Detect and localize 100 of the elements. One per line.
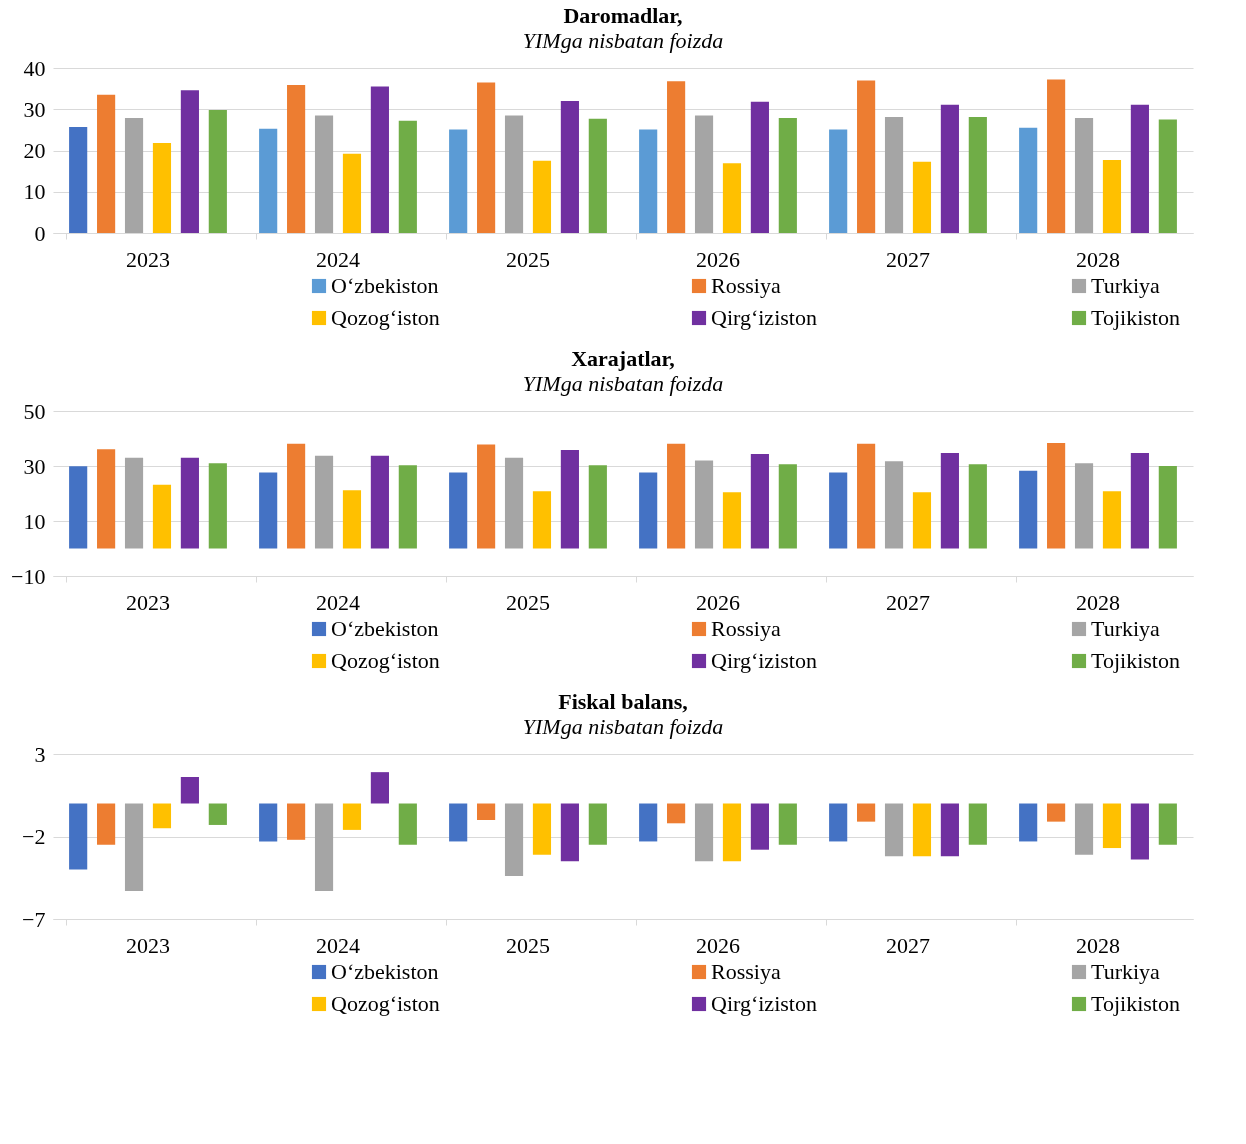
bar: [370, 86, 389, 233]
bar: [639, 129, 658, 233]
x-tick-label: 2028: [1076, 589, 1120, 615]
bar: [180, 777, 199, 804]
bar: [694, 803, 714, 862]
x-tick-label: 2023: [126, 589, 170, 615]
bar: [857, 803, 876, 822]
bar: [124, 457, 144, 549]
bar: [1158, 803, 1177, 845]
bar: [1158, 466, 1177, 549]
chart-subtitle: YIMga nisbatan foizda: [522, 28, 724, 53]
bar: [208, 110, 227, 233]
bar: [97, 94, 116, 233]
bar: [152, 143, 172, 233]
bar: [1130, 453, 1149, 549]
bar: [667, 803, 686, 824]
bar: [208, 803, 227, 825]
x-tick-label: 2025: [506, 589, 550, 615]
legend-label: O‘zbekiston: [331, 959, 439, 984]
bar: [504, 803, 524, 877]
y-tick-label: −2: [22, 824, 46, 849]
bar: [588, 118, 607, 233]
x-tick-label: 2025: [506, 932, 550, 958]
y-tick-label: 0: [34, 220, 46, 246]
bar: [857, 80, 876, 233]
legend-label: Tojikiston: [1091, 991, 1180, 1016]
x-tick-label: 2028: [1076, 932, 1120, 958]
bar: [532, 491, 552, 549]
legend-label: Qirg‘iziston: [711, 991, 817, 1016]
bar: [778, 464, 797, 549]
legend-label: Turkiya: [1091, 959, 1161, 984]
y-tick-label: 3: [34, 741, 46, 767]
bar: [1102, 159, 1122, 233]
bar: [857, 443, 876, 549]
bar: [97, 449, 116, 549]
bar: [968, 803, 987, 845]
bar: [588, 465, 607, 549]
legend-label: Rossiya: [711, 616, 781, 641]
bar: [940, 453, 959, 549]
x-tick-label: 2027: [886, 932, 930, 958]
bar: [722, 803, 742, 862]
bar: [1019, 470, 1038, 549]
bar: [940, 803, 959, 857]
bar: [722, 163, 742, 233]
x-tick-label: 2028: [1076, 246, 1120, 272]
bar: [259, 803, 278, 842]
x-tick-label: 2025: [506, 246, 550, 272]
bar: [750, 101, 769, 233]
legend-label: Qozog‘iston: [331, 991, 440, 1016]
legend-label: Qirg‘iziston: [711, 305, 817, 330]
bar: [884, 461, 904, 549]
bar: [124, 803, 144, 891]
bar: [504, 115, 524, 233]
y-tick-label: 10: [23, 179, 46, 205]
legend-label: O‘zbekiston: [331, 616, 439, 641]
bar: [1047, 442, 1066, 549]
bar: [180, 90, 199, 233]
bar: [588, 803, 607, 845]
y-tick-label: 20: [23, 138, 46, 163]
y-tick-label: −10: [11, 563, 46, 589]
bar: [694, 460, 714, 549]
bar: [912, 803, 932, 857]
legend-label: Turkiya: [1091, 616, 1161, 641]
bar: [314, 455, 334, 549]
chart-subtitle: YIMga nisbatan foizda: [522, 714, 724, 739]
legend-label: Rossiya: [711, 273, 781, 298]
bar: [1019, 127, 1038, 233]
bar: [398, 803, 417, 845]
bar: [180, 457, 199, 549]
bar: [449, 129, 468, 233]
bar: [259, 472, 278, 549]
bar: [884, 803, 904, 857]
legend-label: Qozog‘iston: [331, 305, 440, 330]
bar: [1102, 491, 1122, 549]
bar: [342, 803, 362, 830]
bar: [560, 450, 579, 549]
bar: [667, 443, 686, 549]
bar: [667, 81, 686, 233]
bar: [398, 465, 417, 549]
legend-label: Rossiya: [711, 959, 781, 984]
bar: [152, 803, 172, 829]
x-tick-label: 2027: [886, 589, 930, 615]
bar: [342, 153, 362, 233]
bar: [560, 101, 579, 233]
bar: [1074, 463, 1094, 549]
bar: [1047, 79, 1066, 233]
x-tick-label: 2026: [696, 932, 740, 958]
bar: [1074, 803, 1094, 855]
bar: [1102, 803, 1122, 849]
legend-label: Turkiya: [1091, 273, 1161, 298]
bar: [829, 472, 848, 549]
bar: [287, 803, 306, 840]
bar: [370, 772, 389, 804]
bar: [639, 803, 658, 842]
bar: [968, 464, 987, 549]
y-tick-label: 30: [23, 96, 46, 122]
bar: [398, 120, 417, 233]
bar: [968, 117, 987, 233]
bar: [124, 117, 144, 233]
bar: [778, 803, 797, 845]
